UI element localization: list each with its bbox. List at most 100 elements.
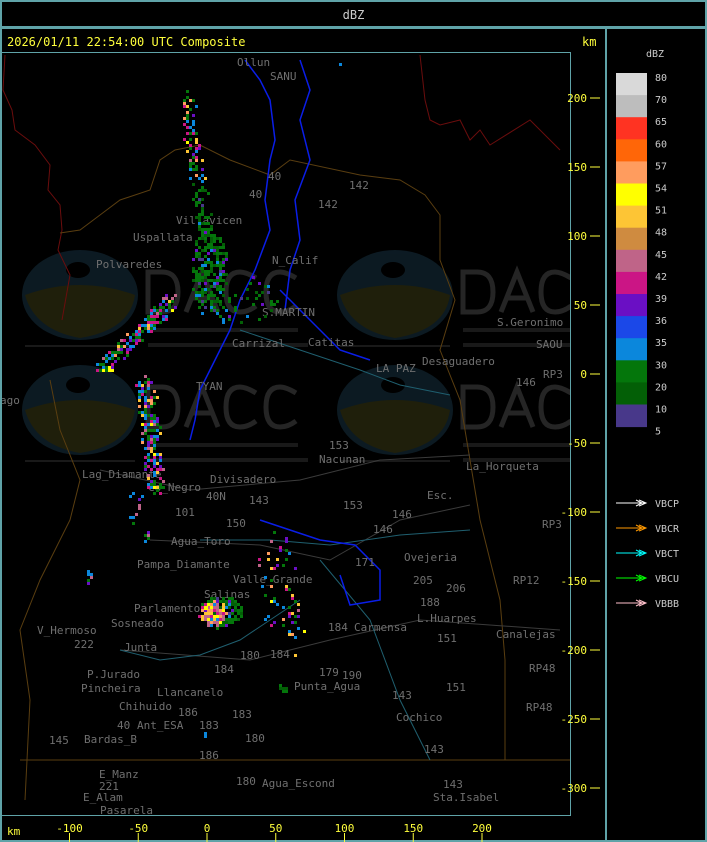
- echo-pixel: [231, 618, 234, 621]
- echo-pixel: [138, 339, 141, 342]
- echo-pixel: [102, 357, 105, 360]
- echo-pixel: [210, 609, 213, 612]
- echo-pixel: [201, 270, 204, 273]
- echo-pixel: [201, 303, 204, 306]
- arrow-icon: [616, 599, 648, 607]
- echo-pixel: [231, 621, 234, 624]
- echo-pixel: [219, 237, 222, 240]
- echo-pixel: [207, 624, 210, 627]
- echo-pixel: [171, 309, 174, 312]
- y-tick-label: 100: [567, 230, 587, 243]
- echo-pixel: [192, 198, 195, 201]
- echo-pixel: [225, 273, 228, 276]
- echo-pixel: [222, 321, 225, 324]
- echo-pixel: [192, 120, 195, 123]
- echo-pixel: [219, 315, 222, 318]
- radar-name: VBBB: [655, 599, 679, 610]
- echo-pixel: [201, 234, 204, 237]
- echo-pixel: [201, 231, 204, 234]
- legend-swatch: [616, 404, 647, 428]
- echo-pixel: [195, 249, 198, 252]
- echo-pixel: [135, 339, 138, 342]
- echo-pixel: [198, 300, 201, 303]
- echo-pixel: [273, 567, 276, 570]
- echo-pixel: [255, 297, 258, 300]
- echo-pixel: [288, 588, 291, 591]
- place-label: Pampa_Diamante: [137, 558, 230, 571]
- echo-pixel: [156, 321, 159, 324]
- echo-pixel: [210, 249, 213, 252]
- radar-vbct-legend: VBCT: [616, 549, 679, 560]
- echo-pixel: [147, 444, 150, 447]
- echo-pixel: [126, 348, 129, 351]
- route-number: 179: [319, 666, 339, 679]
- legend-level-label: 20: [655, 382, 667, 393]
- echo-pixel: [150, 468, 153, 471]
- echo-pixel: [246, 297, 249, 300]
- echo-pixel: [213, 603, 216, 606]
- echo-pixel: [192, 132, 195, 135]
- echo-pixel: [159, 303, 162, 306]
- echo-pixel: [291, 612, 294, 615]
- echo-pixel: [216, 297, 219, 300]
- echo-pixel: [138, 384, 141, 387]
- echo-pixel: [294, 600, 297, 603]
- echo-pixel: [222, 618, 225, 621]
- echo-pixel: [222, 258, 225, 261]
- echo-pixel: [153, 447, 156, 450]
- echo-pixel: [276, 558, 279, 561]
- place-label: Agua_Toro: [171, 535, 231, 548]
- y-axis: 200 150 100 50 0 -50 -100 -150 -200 -250 -300: [561, 92, 600, 795]
- echo-pixel: [219, 267, 222, 270]
- dacc-logo-watermark: [22, 250, 308, 347]
- echo-pixel: [192, 123, 195, 126]
- echo-pixel: [195, 150, 198, 153]
- echo-pixel: [204, 270, 207, 273]
- route-number: 188: [420, 596, 440, 609]
- echo-pixel: [213, 285, 216, 288]
- echo-pixel: [147, 387, 150, 390]
- echo-pixel: [132, 492, 135, 495]
- echo-pixel: [216, 249, 219, 252]
- echo-pixel: [231, 600, 234, 603]
- echo-pixel: [192, 153, 195, 156]
- echo-pixel: [210, 309, 213, 312]
- echo-pixel: [201, 210, 204, 213]
- echo-pixel: [210, 261, 213, 264]
- echo-pixel: [267, 615, 270, 618]
- echo-pixel: [288, 552, 291, 555]
- echo-pixel: [153, 390, 156, 393]
- echo-pixel: [108, 357, 111, 360]
- echo-pixel: [147, 453, 150, 456]
- echo-pixel: [135, 384, 138, 387]
- echo-pixel: [237, 618, 240, 621]
- echo-pixel: [222, 612, 225, 615]
- echo-pixel: [201, 615, 204, 618]
- echo-pixel: [156, 423, 159, 426]
- place-label: Catitas: [308, 336, 354, 349]
- echo-pixel: [111, 351, 114, 354]
- dacc-logo-subtitle-mark: [148, 458, 308, 462]
- route-number: 171: [355, 556, 375, 569]
- echo-pixel: [135, 333, 138, 336]
- echo-pixel: [111, 369, 114, 372]
- echo-pixel: [216, 246, 219, 249]
- echo-pixel: [156, 396, 159, 399]
- echo-pixel: [210, 246, 213, 249]
- echo-pixel: [201, 213, 204, 216]
- echo-pixel: [213, 264, 216, 267]
- echo-pixel: [186, 96, 189, 99]
- place-label: Cochico: [396, 711, 442, 724]
- dacc-logo-url-mark: [340, 345, 450, 347]
- echo-pixel: [201, 279, 204, 282]
- legend-level-label: 80: [655, 73, 667, 84]
- echo-pixel: [138, 393, 141, 396]
- place-label: Esc.: [427, 489, 454, 502]
- echo-pixel: [147, 384, 150, 387]
- echo-pixel: [195, 276, 198, 279]
- echo-pixel: [216, 618, 219, 621]
- echo-pixel: [108, 366, 111, 369]
- echo-pixel: [150, 480, 153, 483]
- echo-pixel: [183, 99, 186, 102]
